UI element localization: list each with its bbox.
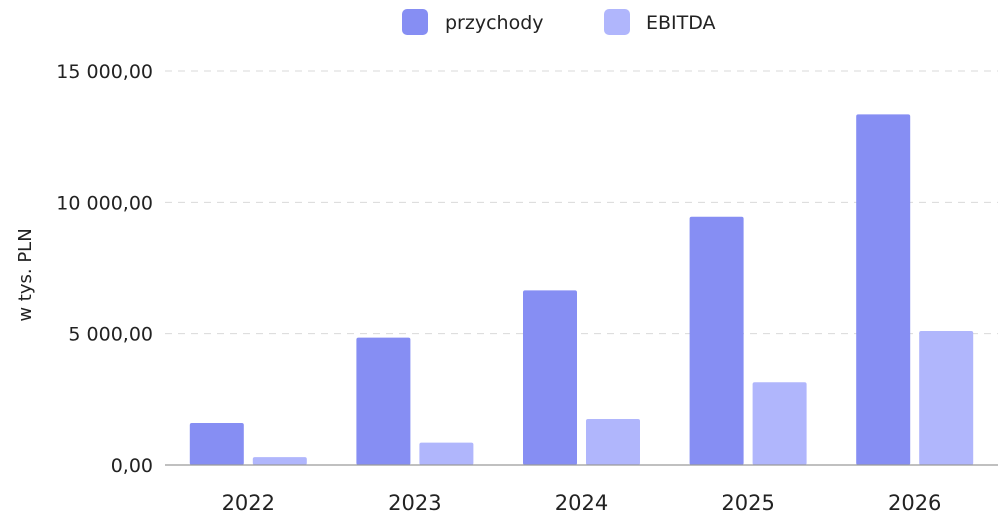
legend-label-przychody: przychody [445,12,544,34]
bar-ebitda-2026 [919,331,974,465]
bars [189,114,974,465]
y-axis-title: w tys. PLN [15,228,36,321]
bar-ebitda-2024 [586,419,640,465]
legend: przychody EBITDA [402,9,716,35]
y-axis-ticks: 0,00 5 000,00 10 000,00 15 000,00 [56,61,153,477]
bar-przychody-2026 [856,114,911,465]
y-tick-label: 0,00 [111,455,153,477]
y-tick-label: 15 000,00 [56,61,153,83]
bar-ebitda-2025 [752,382,807,465]
y-tick-label: 10 000,00 [56,192,153,214]
bar-przychody-2025 [689,216,744,465]
x-tick-label: 2023 [388,491,441,515]
bar-przychody-2023 [356,337,411,465]
bar-ebitda-2022 [252,457,307,465]
bar-przychody-2024 [523,290,577,465]
bar-ebitda-2023 [419,442,474,465]
x-tick-label: 2026 [888,491,941,515]
x-tick-label: 2022 [222,491,275,515]
legend-swatch-przychody [402,9,428,35]
y-tick-label: 5 000,00 [68,324,153,346]
x-tick-label: 2025 [721,491,774,515]
x-axis-ticks: 2022 2023 2024 2025 2026 [222,491,942,515]
bar-przychody-2022 [189,422,244,465]
legend-swatch-ebitda [604,9,630,35]
legend-label-ebitda: EBITDA [646,12,716,34]
x-tick-label: 2024 [555,491,608,515]
